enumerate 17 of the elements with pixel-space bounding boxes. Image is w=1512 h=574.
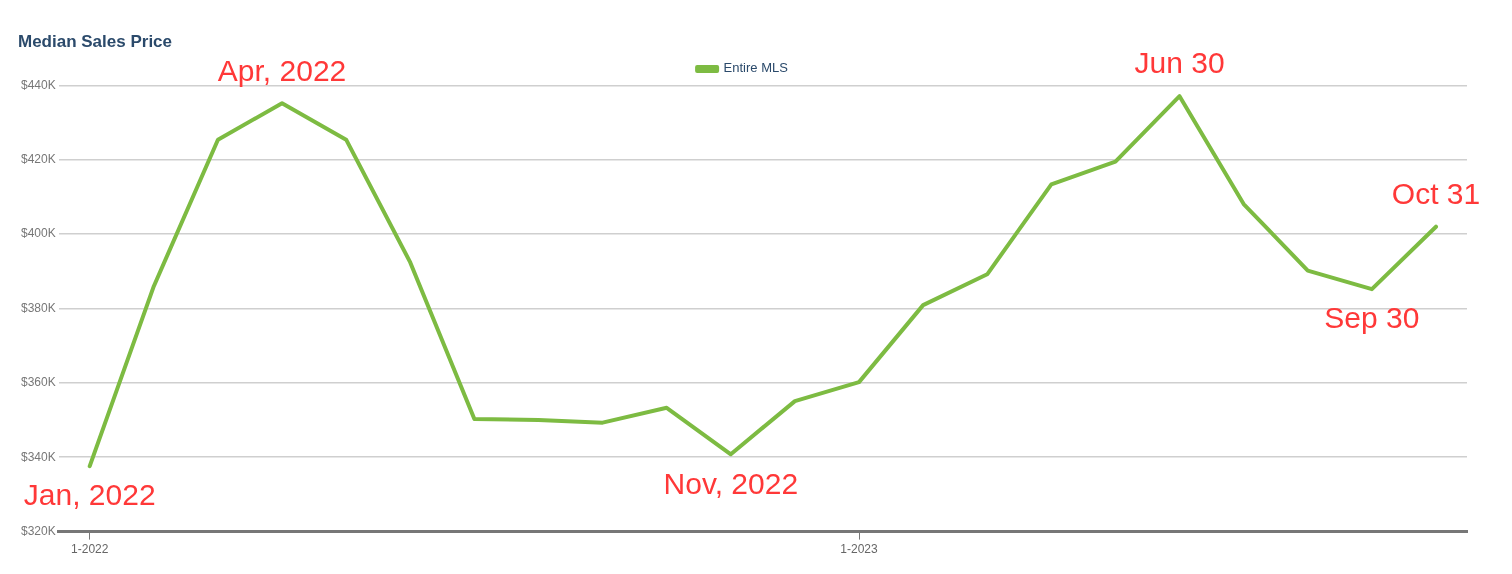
y-tick-label: $320K	[21, 523, 56, 538]
y-tick-label: $440K	[21, 77, 56, 92]
annotation: Nov, 2022	[663, 466, 799, 500]
annotation: Apr, 2022	[217, 53, 347, 87]
y-tick-label: $380K	[21, 300, 56, 315]
y-tick-label: $400K	[21, 226, 56, 241]
annotation: Jan, 2022	[23, 478, 156, 512]
annotation: Oct 31	[1391, 176, 1481, 210]
chart-title: Median Sales Price	[18, 31, 173, 51]
annotation: Sep 30	[1324, 301, 1420, 335]
annotation: Jun 30	[1134, 46, 1225, 80]
y-tick-label: $340K	[21, 449, 56, 464]
y-tick-label: $420K	[21, 152, 56, 167]
legend-label: Entire MLS	[723, 60, 789, 76]
y-tick-label: $360K	[21, 375, 56, 390]
x-tick-label: 1-2022	[71, 542, 109, 557]
x-tick-label: 1-2023	[840, 542, 879, 557]
